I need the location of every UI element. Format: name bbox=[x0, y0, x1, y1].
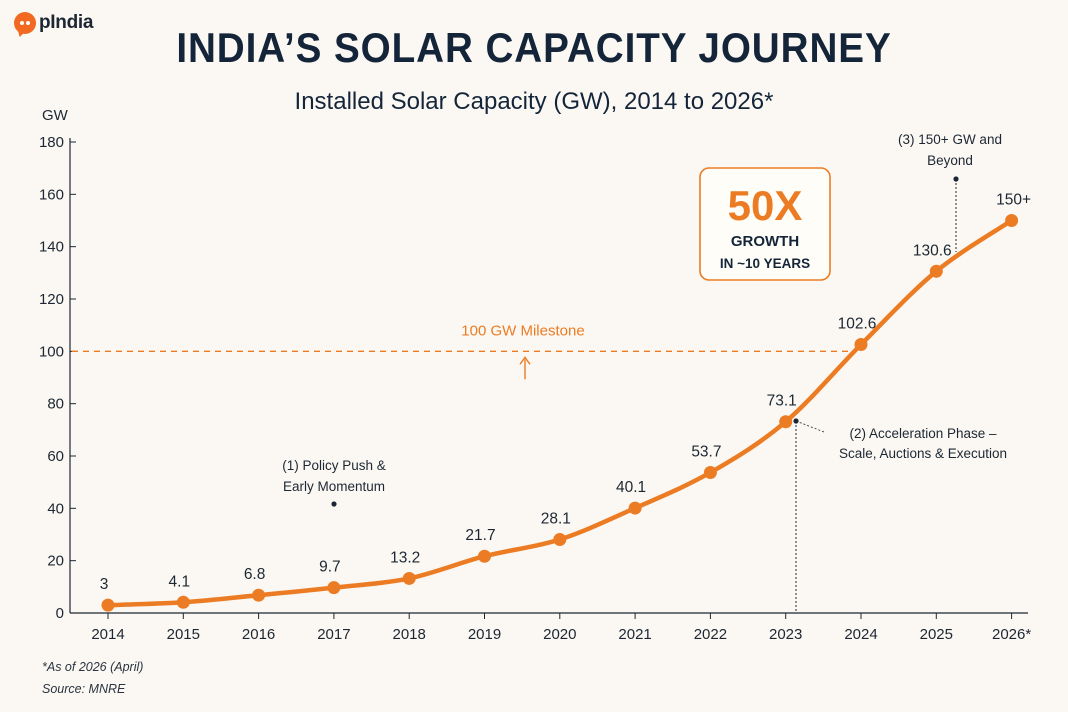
annotation-text: Beyond bbox=[927, 153, 973, 168]
x-tick-label: 2015 bbox=[167, 626, 200, 643]
x-tick-label: 2026* bbox=[992, 626, 1031, 643]
y-tick-label: 140 bbox=[39, 239, 64, 256]
x-tick-label: 2018 bbox=[393, 626, 426, 643]
logo-text: pIndia bbox=[39, 12, 94, 33]
annotation-marker bbox=[953, 176, 959, 182]
milestone-label: 100 GW Milestone bbox=[461, 322, 584, 339]
growth-callout-box bbox=[699, 167, 831, 281]
y-axis-label: GW bbox=[42, 107, 69, 124]
data-label: 53.7 bbox=[691, 443, 721, 460]
annotation-text: Scale, Auctions & Execution bbox=[839, 446, 1007, 461]
data-point bbox=[779, 415, 793, 429]
axes: GW 0 20 40 60 80 100 120 140 160 180 2014 2015 2016 20… bbox=[39, 107, 1031, 643]
data-label: 4.1 bbox=[169, 573, 191, 590]
x-tick-label: 2019 bbox=[468, 626, 501, 643]
callout-layer: 50X GROWTH IN ~10 YEARS bbox=[699, 167, 831, 281]
chart-title: INDIA’S SOLAR CAPACITY JOURNEY bbox=[176, 24, 892, 71]
logo: pIndia bbox=[14, 12, 93, 34]
y-tick-label: 60 bbox=[47, 448, 64, 465]
data-point bbox=[628, 501, 642, 515]
series-line bbox=[105, 218, 1014, 608]
y-tick-label: 40 bbox=[47, 500, 64, 517]
annotation-text: (3) 150+ GW and bbox=[898, 132, 1002, 147]
y-tick-label: 100 bbox=[39, 343, 64, 360]
data-point bbox=[327, 581, 341, 595]
data-label: 9.7 bbox=[319, 559, 341, 576]
growth-label: GROWTH bbox=[731, 233, 799, 250]
x-tick-label: 2014 bbox=[91, 626, 124, 643]
data-point bbox=[1005, 214, 1019, 227]
x-tick-label: 2021 bbox=[618, 626, 651, 643]
annotation-marker bbox=[793, 418, 799, 424]
x-tick-label: 2022 bbox=[694, 626, 727, 643]
data-label: 102.6 bbox=[838, 316, 877, 333]
x-tick-label: 2017 bbox=[317, 626, 350, 643]
y-tick-label: 120 bbox=[39, 291, 64, 308]
data-label: 130.6 bbox=[913, 242, 952, 259]
data-point bbox=[252, 588, 266, 602]
y-tick-label: 0 bbox=[56, 605, 64, 622]
data-point bbox=[101, 598, 115, 612]
y-tick-label: 80 bbox=[47, 396, 64, 413]
annotation-text: Early Momentum bbox=[283, 479, 385, 494]
milestone-arrowhead bbox=[519, 356, 531, 365]
annotation-text: (1) Policy Push & bbox=[282, 458, 386, 473]
data-point bbox=[553, 532, 567, 546]
data-point bbox=[176, 595, 190, 609]
data-point bbox=[478, 549, 491, 563]
data-label: 40.1 bbox=[616, 479, 646, 496]
chat-bubble-icon bbox=[14, 12, 36, 34]
data-point bbox=[402, 571, 416, 585]
x-tick-label: 2016 bbox=[242, 626, 275, 643]
source-note: Source: MNRE bbox=[42, 682, 126, 696]
growth-multiplier: 50X bbox=[728, 182, 803, 229]
data-label: 6.8 bbox=[244, 566, 266, 583]
data-point bbox=[854, 338, 868, 352]
data-label: 150+ bbox=[996, 192, 1031, 209]
data-label: 3 bbox=[100, 576, 109, 593]
data-label: 21.7 bbox=[465, 527, 495, 544]
growth-period: IN ~10 YEARS bbox=[720, 256, 810, 271]
annotation-leader bbox=[795, 420, 825, 433]
chart-subtitle: Installed Solar Capacity (GW), 2014 to 2… bbox=[294, 88, 774, 115]
series-layer: 3 4.1 6.8 9.7 13.2 21.7 28.1 40.1 53.7 73.1 102.6 1… bbox=[100, 192, 1031, 612]
data-point bbox=[703, 465, 717, 479]
annotation-marker bbox=[331, 501, 337, 507]
footnote: *As of 2026 (April) bbox=[42, 660, 144, 674]
y-tick-label: 20 bbox=[47, 553, 64, 570]
x-tick-label: 2025 bbox=[920, 626, 953, 643]
milestone-layer: 100 GW Milestone bbox=[72, 322, 852, 380]
data-label: 28.1 bbox=[541, 510, 571, 527]
y-tick-label: 180 bbox=[39, 134, 64, 151]
data-label: 13.2 bbox=[390, 549, 420, 566]
annotation-text: (2) Acceleration Phase – bbox=[849, 426, 997, 441]
y-tick-label: 160 bbox=[39, 186, 64, 203]
x-tick-label: 2020 bbox=[543, 626, 576, 643]
x-tick-label: 2023 bbox=[769, 626, 802, 643]
annotation-layer: (1) Policy Push & Early Momentum (2) Accel… bbox=[282, 132, 1007, 613]
data-point bbox=[929, 264, 943, 278]
x-tick-label: 2024 bbox=[844, 626, 877, 643]
data-label: 73.1 bbox=[767, 393, 797, 410]
